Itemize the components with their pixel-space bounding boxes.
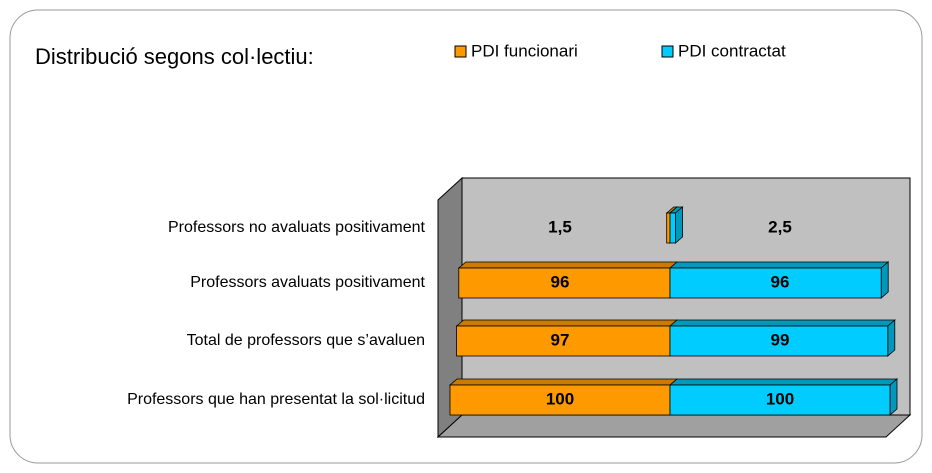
value-label: 1,5 <box>548 217 572 236</box>
chart-title: Distribució segons col·lectiu: <box>35 44 314 69</box>
bar <box>668 378 899 416</box>
bar-face <box>666 212 671 244</box>
category-label: Total de professors que s’avaluen <box>187 332 425 349</box>
category-label: Professors que han presentat la sol·lici… <box>127 391 425 408</box>
bar-face <box>669 212 676 244</box>
bar <box>668 319 896 357</box>
legend-swatch <box>661 45 674 58</box>
value-label: 99 <box>771 330 790 349</box>
value-label: 97 <box>551 330 570 349</box>
value-label: 100 <box>546 389 574 408</box>
legend-label: PDI contractat <box>678 41 786 60</box>
bar-face <box>669 267 882 299</box>
value-label: 2,5 <box>768 217 792 236</box>
bar-face <box>456 325 671 357</box>
legend-swatch <box>454 45 467 58</box>
category-label: Professors avaluats positivament <box>190 274 425 291</box>
value-label: 96 <box>771 272 790 291</box>
category-label: Professors no avaluats positivament <box>168 219 426 236</box>
bar-face <box>448 378 679 386</box>
value-label: 100 <box>766 389 794 408</box>
bar-face <box>887 319 896 357</box>
bar-face <box>668 319 896 327</box>
legend-label: PDI funcionari <box>471 41 578 60</box>
bar <box>668 261 890 299</box>
bar-face <box>669 325 889 357</box>
bar-face <box>669 384 891 416</box>
bar <box>455 319 679 357</box>
bar-face <box>668 378 899 386</box>
bar-face <box>668 261 890 269</box>
bar-face <box>675 206 683 244</box>
bar-face <box>455 319 679 327</box>
bar-face <box>457 261 679 269</box>
bar <box>668 206 684 244</box>
bar-face <box>889 378 898 416</box>
bar-face <box>880 261 889 299</box>
floor <box>436 414 912 438</box>
value-label: 96 <box>551 272 570 291</box>
